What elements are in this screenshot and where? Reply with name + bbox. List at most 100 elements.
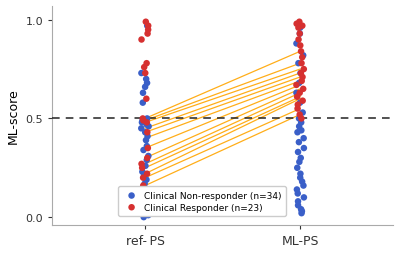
Point xyxy=(143,198,150,202)
Point xyxy=(298,117,304,121)
Point xyxy=(300,99,306,103)
Point xyxy=(142,186,148,190)
Point xyxy=(293,84,300,88)
Point xyxy=(296,160,302,164)
Point xyxy=(142,194,148,198)
Point xyxy=(140,101,146,105)
Point xyxy=(297,72,304,76)
Point xyxy=(301,147,307,151)
Point xyxy=(143,201,149,205)
Point xyxy=(145,147,151,151)
Point xyxy=(294,23,300,27)
Point xyxy=(143,123,150,127)
Point xyxy=(142,131,148,135)
Point xyxy=(295,38,302,42)
Point xyxy=(145,213,152,217)
Point xyxy=(294,166,300,170)
Point xyxy=(298,50,304,54)
Point xyxy=(139,121,145,125)
Point xyxy=(144,145,150,149)
Point xyxy=(301,196,307,200)
Point xyxy=(300,137,307,141)
Point xyxy=(144,121,150,125)
Point xyxy=(298,211,305,215)
Point xyxy=(140,119,146,123)
Point xyxy=(299,56,306,60)
Point xyxy=(299,25,306,29)
Point xyxy=(144,172,150,176)
Point xyxy=(297,33,303,37)
Point xyxy=(140,215,147,219)
Point xyxy=(143,78,149,82)
Point xyxy=(140,176,146,180)
Point xyxy=(145,154,152,158)
Point xyxy=(297,26,304,30)
Point xyxy=(140,117,146,121)
Point xyxy=(142,209,148,213)
Point xyxy=(294,131,301,135)
Point xyxy=(138,38,145,42)
Point xyxy=(296,21,302,25)
Point xyxy=(296,91,303,96)
Point xyxy=(293,91,300,96)
Point xyxy=(139,119,146,123)
Point xyxy=(143,21,149,25)
Point xyxy=(145,28,151,33)
Point xyxy=(298,129,304,133)
Point xyxy=(295,26,302,30)
Point xyxy=(296,33,303,37)
Point xyxy=(143,97,150,101)
Point xyxy=(144,117,150,121)
Point xyxy=(144,62,150,66)
Point xyxy=(298,72,304,76)
Point xyxy=(143,178,150,182)
Legend: Clinical Non-responder (n=34), Clinical Responder (n=23): Clinical Non-responder (n=34), Clinical … xyxy=(118,187,286,216)
Point xyxy=(141,66,147,70)
Point xyxy=(144,205,151,210)
Point xyxy=(144,131,150,135)
Point xyxy=(295,200,301,204)
Point xyxy=(299,209,305,213)
Point xyxy=(294,107,301,111)
Point xyxy=(298,80,305,84)
Point xyxy=(146,198,152,202)
Point xyxy=(140,184,146,188)
Point xyxy=(144,82,150,86)
Point xyxy=(297,101,303,105)
Point xyxy=(296,113,303,117)
Point xyxy=(294,188,300,192)
Point xyxy=(295,203,301,208)
Point xyxy=(141,174,147,178)
Point xyxy=(297,172,304,176)
Point xyxy=(298,121,304,125)
Point xyxy=(301,68,307,72)
Point xyxy=(138,72,145,76)
Point xyxy=(297,176,304,180)
Point xyxy=(138,162,145,166)
Point xyxy=(299,180,305,184)
Point xyxy=(144,158,150,162)
Point xyxy=(139,170,146,174)
Point xyxy=(142,164,149,168)
Point xyxy=(140,91,146,96)
Point xyxy=(143,139,149,143)
Point xyxy=(144,156,150,160)
Point xyxy=(296,140,302,145)
Point xyxy=(296,82,302,86)
Point xyxy=(300,184,307,188)
Point xyxy=(142,72,148,76)
Y-axis label: ML-score: ML-score xyxy=(7,88,20,144)
Point xyxy=(294,192,301,196)
Point xyxy=(295,150,301,154)
Point xyxy=(296,125,302,129)
Point xyxy=(298,207,304,211)
Point xyxy=(146,125,152,129)
Point xyxy=(298,156,304,160)
Point xyxy=(300,54,306,58)
Point xyxy=(297,44,304,48)
Point xyxy=(144,25,150,29)
Point xyxy=(298,62,305,66)
Point xyxy=(139,166,145,170)
Point xyxy=(299,76,306,80)
Point xyxy=(293,42,300,46)
